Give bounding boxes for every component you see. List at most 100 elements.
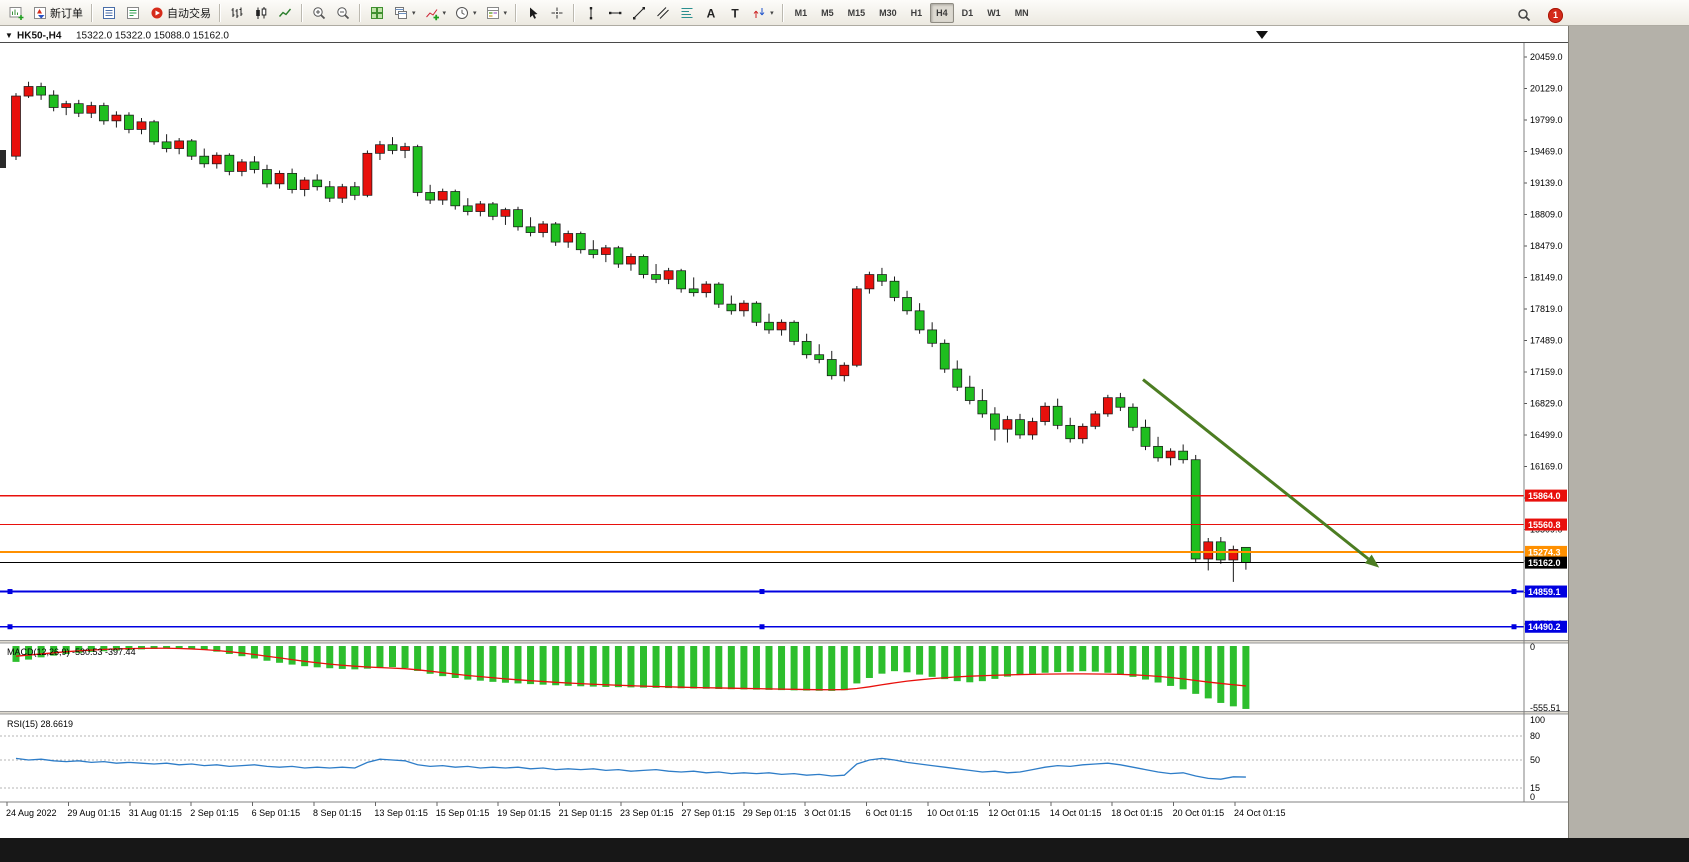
zoom-out-button[interactable] bbox=[331, 1, 355, 25]
cursor-button[interactable] bbox=[521, 1, 545, 25]
price-line-label bbox=[1525, 620, 1567, 633]
macd-histogram-bar bbox=[853, 646, 861, 684]
chevron-down-icon[interactable]: ▾ bbox=[473, 9, 477, 17]
trendline-button[interactable] bbox=[627, 1, 651, 25]
macd-histogram-bar bbox=[501, 646, 509, 683]
candlestick bbox=[1090, 413, 1101, 427]
x-axis-label: 29 Aug 01:15 bbox=[67, 808, 120, 818]
macd-histogram-bar bbox=[539, 646, 547, 685]
chevron-down-icon[interactable]: ▾ bbox=[412, 9, 416, 17]
auto-trading-button[interactable]: 自动交易 bbox=[145, 1, 215, 25]
candlestick bbox=[337, 186, 348, 199]
new-chart-button[interactable] bbox=[4, 1, 28, 25]
candlestick bbox=[1241, 546, 1251, 563]
macd-histogram-bar bbox=[552, 646, 560, 686]
macd-histogram-bar bbox=[665, 646, 673, 689]
tile-windows-button[interactable] bbox=[365, 1, 389, 25]
main-toolbar: 新订单 自动交易 ▾ ▾ ▾ ▾ A T ▾ M1 M5 M15 M30 H1 H4 D1 W1 MN 1 bbox=[0, 0, 1689, 26]
fibonacci-button[interactable] bbox=[675, 1, 699, 25]
price-line-label bbox=[1525, 556, 1567, 569]
vertical-line-button[interactable] bbox=[579, 1, 603, 25]
timeframe-m15-button[interactable]: M15 bbox=[847, 7, 866, 18]
chevron-down-icon[interactable]: ▾ bbox=[503, 9, 508, 17]
x-axis-label: 13 Sep 01:15 bbox=[374, 808, 428, 818]
text-button[interactable]: A bbox=[699, 1, 723, 25]
candle-chart-button[interactable] bbox=[249, 1, 273, 25]
y-axis-label: 19799.0 bbox=[1530, 115, 1563, 125]
timeframe-mn-button[interactable]: MN bbox=[1014, 7, 1029, 18]
candlestick bbox=[889, 280, 900, 298]
timeframe-h4-button[interactable]: H4 bbox=[930, 2, 954, 23]
panel-separator[interactable] bbox=[0, 711, 1568, 714]
hline-handle[interactable] bbox=[759, 624, 765, 630]
chart-menu-icon[interactable]: ▼ bbox=[5, 31, 13, 40]
macd-histogram-bar bbox=[840, 646, 848, 691]
macd-histogram-bar bbox=[112, 646, 120, 651]
y-axis-label: 19469.0 bbox=[1530, 147, 1563, 157]
candlestick bbox=[1153, 445, 1163, 459]
channel-button[interactable] bbox=[651, 1, 675, 25]
chart-window: ▼ HK50-,H4 15322.0 15322.0 15088.0 15162.0… bbox=[0, 26, 1569, 838]
hline-handle[interactable] bbox=[7, 624, 13, 630]
notification-badge[interactable]: 1 bbox=[1548, 7, 1563, 23]
macd-histogram-bar bbox=[978, 646, 986, 682]
hline-handle[interactable] bbox=[1511, 589, 1517, 595]
candlestick bbox=[1190, 459, 1201, 560]
timeframe-w1-button[interactable]: W1 bbox=[987, 7, 1001, 18]
horizontal-line-button[interactable] bbox=[603, 1, 627, 25]
indicators-button[interactable]: ▾ bbox=[420, 1, 451, 25]
timeframe-d1-button[interactable]: D1 bbox=[961, 7, 974, 18]
hline-handle[interactable] bbox=[1511, 624, 1517, 630]
candlestick bbox=[814, 354, 825, 360]
indicators-icon bbox=[424, 5, 440, 21]
macd-histogram-bar bbox=[916, 646, 924, 675]
trend-arrow-head[interactable] bbox=[1364, 554, 1380, 568]
macd-histogram-bar bbox=[903, 646, 911, 673]
macd-histogram-bar bbox=[476, 646, 484, 681]
macd-histogram-bar bbox=[765, 646, 773, 690]
macd-histogram-bar bbox=[1129, 646, 1137, 677]
candlestick bbox=[349, 186, 360, 196]
chart-shift-marker[interactable] bbox=[1256, 31, 1268, 39]
arrange-windows-button[interactable]: ▾ bbox=[389, 1, 420, 25]
line-chart-icon bbox=[277, 5, 293, 21]
timeframe-h1-button[interactable]: H1 bbox=[910, 7, 923, 18]
candlestick bbox=[1102, 397, 1113, 415]
candlestick bbox=[626, 256, 636, 265]
line-chart-button[interactable] bbox=[273, 1, 297, 25]
macd-histogram-bar bbox=[288, 646, 296, 665]
trend-arrow[interactable] bbox=[1142, 378, 1370, 561]
candlestick bbox=[98, 105, 109, 122]
chevron-down-icon[interactable]: ▾ bbox=[770, 9, 774, 17]
periods-button[interactable]: ▾ bbox=[450, 1, 481, 25]
hline-handle[interactable] bbox=[7, 589, 13, 595]
x-axis-label: 12 Oct 01:15 bbox=[988, 808, 1040, 818]
crosshair-button[interactable] bbox=[545, 1, 569, 25]
bar-chart-button[interactable] bbox=[225, 1, 249, 25]
market-watch-button[interactable] bbox=[97, 1, 121, 25]
arrows-button[interactable]: ▾ bbox=[747, 1, 778, 25]
data-window-button[interactable] bbox=[121, 1, 145, 25]
candlestick bbox=[324, 186, 335, 199]
templates-button[interactable]: ▾ bbox=[481, 1, 512, 25]
timeframe-m1-button[interactable]: M1 bbox=[794, 7, 808, 18]
candlestick bbox=[701, 283, 712, 294]
search-button[interactable] bbox=[1512, 3, 1536, 27]
candlestick bbox=[462, 205, 473, 212]
timeframe-m5-button[interactable]: M5 bbox=[821, 7, 834, 18]
new-order-button[interactable]: 新订单 bbox=[28, 1, 87, 25]
hline-handle[interactable] bbox=[759, 589, 765, 595]
macd-histogram-bar bbox=[451, 646, 459, 678]
toolbar-separator bbox=[359, 3, 361, 22]
candlestick bbox=[161, 141, 172, 149]
text-label-button[interactable]: T bbox=[723, 1, 747, 25]
macd-histogram-bar bbox=[326, 646, 334, 669]
candlestick bbox=[224, 154, 235, 172]
chevron-down-icon[interactable]: ▾ bbox=[442, 9, 447, 17]
zoom-in-button[interactable] bbox=[307, 1, 331, 25]
candlestick bbox=[400, 146, 410, 151]
candlestick bbox=[726, 303, 737, 312]
status-bar bbox=[0, 838, 1689, 862]
timeframe-m30-button[interactable]: M30 bbox=[879, 7, 897, 18]
panel-separator[interactable] bbox=[0, 640, 1568, 643]
